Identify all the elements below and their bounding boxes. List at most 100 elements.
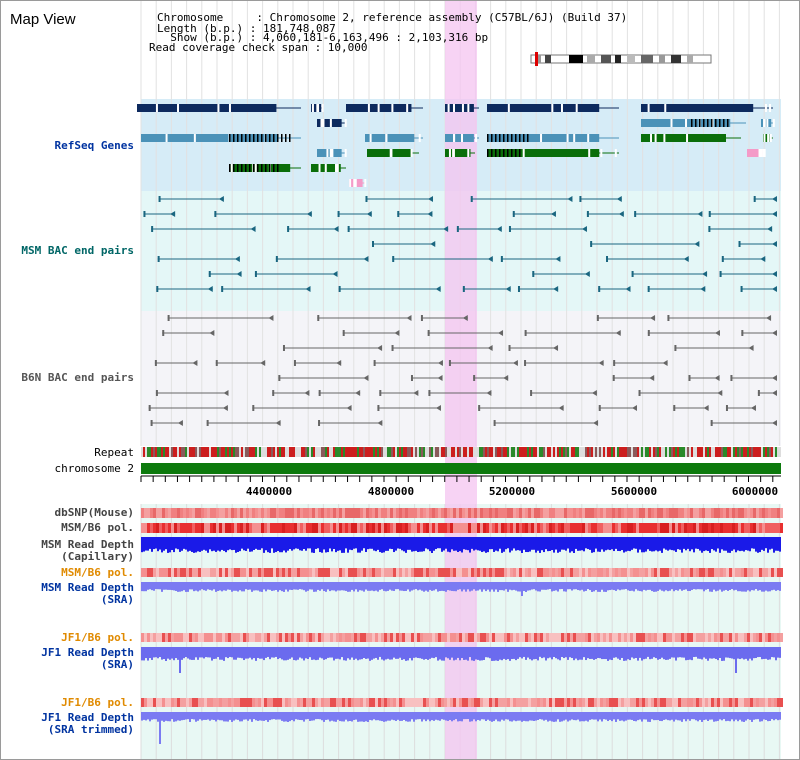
gene-exon-tick: [523, 134, 525, 142]
read-depth-bar: [603, 712, 605, 720]
repeat-mark: [539, 447, 541, 457]
repeat-mark: [771, 447, 773, 457]
read-depth-bar: [387, 647, 389, 659]
read-depth-bar: [187, 537, 189, 552]
heat-strip-cell: [750, 523, 753, 533]
heat-strip-cell: [558, 633, 561, 642]
read-depth-bar: [517, 712, 519, 721]
track-label-dbsnp[interactable]: dbSNP(Mouse): [54, 506, 134, 519]
repeat-mark: [275, 447, 277, 457]
heat-strip-cell: [405, 508, 408, 518]
heat-strip-cell: [174, 568, 177, 577]
read-depth-bar: [331, 537, 333, 552]
heat-strip-cell: [381, 698, 384, 707]
read-depth-bar: [695, 647, 697, 657]
read-depth-bar: [213, 647, 215, 659]
track-label-refseq-genes[interactable]: RefSeq Genes: [54, 139, 134, 152]
bac-end-arrow: [306, 211, 312, 217]
read-depth-bar: [733, 712, 735, 722]
read-depth-bar: [767, 582, 769, 592]
heat-strip-cell: [663, 568, 666, 577]
track-label-jf1-depth-trimmed[interactable]: JF1 Read Depth: [41, 711, 134, 724]
read-depth-bar: [391, 537, 393, 550]
heat-strip-cell: [330, 568, 333, 577]
track-label-msm-bac[interactable]: MSM BAC end pairs: [21, 244, 134, 257]
read-depth-bar: [657, 712, 659, 720]
read-depth-bar: [623, 582, 625, 590]
read-depth-bar: [597, 537, 599, 552]
read-depth-bar: [145, 537, 147, 551]
read-depth-bar: [149, 647, 151, 659]
read-depth-bar: [311, 647, 313, 660]
heat-strip-cell: [222, 508, 225, 518]
read-depth-bar: [275, 537, 277, 553]
track-label-jf1-depth-sra[interactable]: JF1 Read Depth: [41, 646, 134, 659]
read-depth-bar: [437, 582, 439, 592]
read-depth-bar: [639, 712, 641, 720]
heat-strip-cell: [273, 508, 276, 518]
track-label-msm-b6-pol-2[interactable]: MSM/B6 pol.: [61, 566, 134, 579]
read-depth-bar: [373, 647, 375, 659]
gene-exon-gap: [760, 149, 763, 157]
read-depth-bar: [465, 537, 467, 550]
track-label-msm-b6-pol[interactable]: MSM/B6 pol.: [61, 521, 134, 534]
read-depth-bar: [429, 647, 431, 659]
read-depth-bar: [145, 582, 147, 592]
track-label-msm-depth-sra[interactable]: MSM Read Depth: [41, 581, 134, 594]
repeat-mark: [261, 447, 263, 457]
gene-exon-gap: [764, 104, 767, 112]
read-depth-bar: [293, 582, 295, 590]
heat-strip-cell: [207, 698, 210, 707]
bac-end-arrow: [394, 330, 400, 336]
repeat-mark: [305, 447, 307, 457]
repeat-mark: [691, 447, 693, 457]
heat-strip-cell: [732, 568, 735, 577]
heat-strip-cell: [531, 523, 534, 533]
read-depth-bar: [675, 712, 677, 720]
track-label-jf1-b6-pol[interactable]: JF1/B6 pol.: [61, 631, 134, 644]
read-depth-bar: [629, 582, 631, 591]
read-depth-bar: [241, 712, 243, 722]
heat-strip-cell: [465, 508, 468, 518]
bac-end-marker: [252, 405, 255, 411]
heat-strip-cell: [630, 523, 633, 533]
read-depth-bar: [765, 582, 767, 591]
read-depth-bar: [399, 712, 401, 721]
read-depth-bar: [367, 647, 369, 659]
repeat-mark: [491, 447, 493, 457]
read-depth-bar: [747, 537, 749, 551]
heat-strip-cell: [585, 523, 588, 533]
track-label-msm-depth-capillary[interactable]: MSM Read Depth: [41, 538, 134, 551]
heat-strip-cell: [771, 568, 774, 577]
repeat-mark: [335, 447, 337, 457]
repeat-mark: [635, 447, 637, 457]
read-depth-bar: [455, 647, 457, 660]
bac-end-marker: [428, 390, 431, 396]
highlight-region: [445, 1, 477, 759]
track-label-b6n-bac[interactable]: B6N BAC end pairs: [21, 371, 134, 384]
track-label-jf1-b6-pol-2[interactable]: JF1/B6 pol.: [61, 696, 134, 709]
heat-strip-cell: [531, 508, 534, 518]
read-depth-bar: [713, 647, 715, 659]
bac-end-marker: [377, 405, 380, 411]
heat-strip-cell: [498, 633, 501, 642]
read-depth-bar: [521, 537, 523, 553]
heat-strip-cell: [282, 568, 285, 577]
heat-strip-cell: [384, 698, 387, 707]
ideogram-band: [545, 55, 551, 63]
read-depth-bar: [287, 582, 289, 592]
heat-strip-cell: [246, 633, 249, 642]
read-depth-bar: [623, 647, 625, 661]
read-depth-bar: [423, 537, 425, 552]
read-depth-bar: [687, 647, 689, 660]
heat-strip-cell: [669, 568, 672, 577]
heat-strip-cell: [273, 633, 276, 642]
read-depth-bar: [279, 537, 281, 553]
repeat-mark: [677, 447, 679, 457]
heat-strip-cell: [672, 633, 675, 642]
read-depth-bar: [497, 712, 499, 722]
heat-strip-cell: [513, 523, 516, 533]
heat-strip-cell: [666, 523, 669, 533]
read-depth-bar: [359, 582, 361, 591]
